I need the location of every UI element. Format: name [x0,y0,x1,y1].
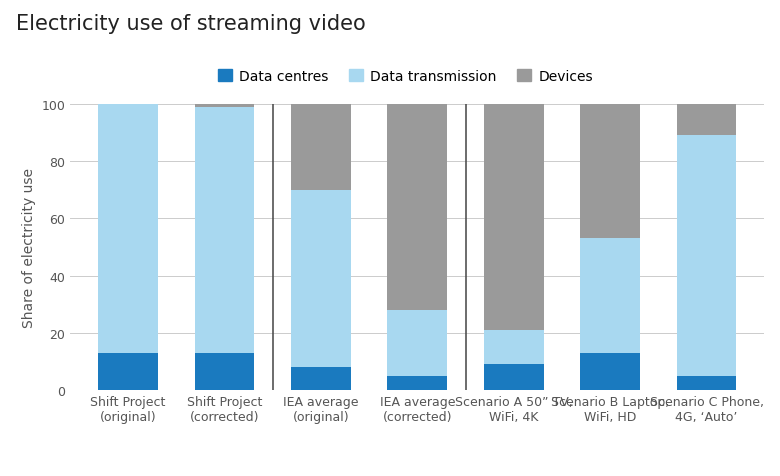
Bar [484,365,544,390]
Bar [677,376,736,390]
Bar [291,105,351,190]
Bar [677,136,736,376]
Bar [291,190,351,367]
Legend: Data centres, Data transmission, Devices: Data centres, Data transmission, Devices [213,64,598,89]
Bar [677,105,736,136]
Bar [388,310,447,376]
Bar [484,330,544,365]
Bar [388,105,447,310]
Bar [194,105,254,108]
Bar [291,367,351,390]
Bar [580,353,640,390]
Bar [484,105,544,330]
Bar [194,353,254,390]
Text: Electricity use of streaming video: Electricity use of streaming video [16,14,365,34]
Bar [580,105,640,239]
Bar [388,376,447,390]
Bar [98,105,158,353]
Bar [98,353,158,390]
Y-axis label: Share of electricity use: Share of electricity use [22,168,36,327]
Bar [194,108,254,353]
Bar [580,239,640,353]
